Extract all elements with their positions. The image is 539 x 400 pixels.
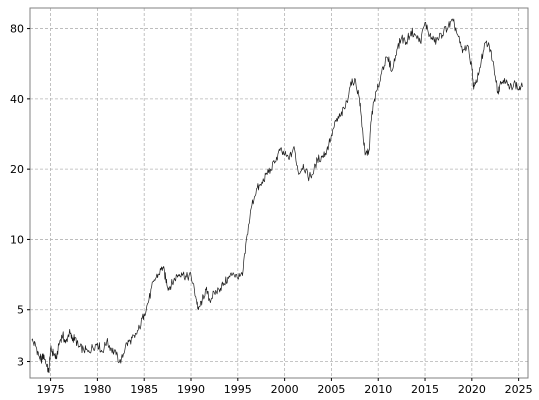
y-tick-label: 40 [10, 93, 24, 106]
x-tick-label: 2015 [411, 383, 439, 396]
x-tick-label: 1980 [83, 383, 111, 396]
x-tick-label: 2020 [458, 383, 486, 396]
y-tick-label: 10 [10, 233, 24, 246]
plot-area-frame [29, 7, 529, 379]
x-tick-label: 1985 [130, 383, 158, 396]
grid-lines [30, 8, 528, 378]
series-layer [31, 18, 523, 374]
y-tick-label: 5 [17, 304, 24, 317]
y-tick-label: 3 [17, 356, 24, 369]
x-tick-label: 2000 [271, 383, 299, 396]
y-tick-label: 80 [10, 23, 24, 36]
x-tick-label: 1990 [177, 383, 205, 396]
x-tick-label: 2005 [317, 383, 345, 396]
x-tick-label: 1995 [224, 383, 252, 396]
price-series-line [31, 18, 523, 374]
x-tick-label: 2025 [505, 383, 533, 396]
x-tick-label: 1975 [37, 383, 65, 396]
y-tick-label: 20 [10, 163, 24, 176]
x-tick-label: 2010 [364, 383, 392, 396]
axis-ticks: 1975 1980 1985 1990 1995 2000 2005 2010 2015 2020… [10, 23, 533, 396]
